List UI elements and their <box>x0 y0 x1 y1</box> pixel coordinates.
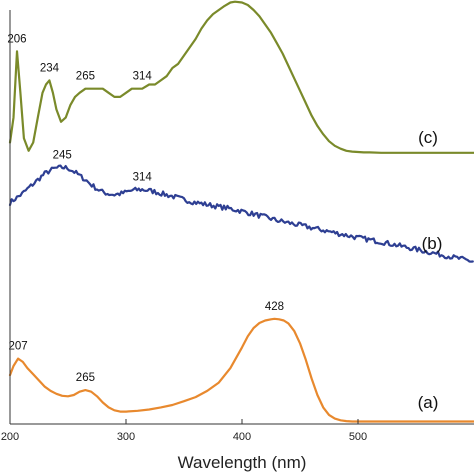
peak-label-206: 206 <box>7 33 26 45</box>
peak-label-245: 245 <box>53 149 72 161</box>
peak-label-428: 428 <box>265 301 284 313</box>
peak-label-234: 234 <box>40 62 60 74</box>
curve-label-c: (c) <box>418 128 438 147</box>
peak-label-265: 265 <box>76 71 95 83</box>
peak-label-207: 207 <box>9 341 28 353</box>
plot-lines <box>8 0 474 423</box>
peak-label-314: 314 <box>133 172 153 184</box>
x-tick-label-400: 400 <box>233 431 251 443</box>
x-tick-label-300: 300 <box>117 431 135 443</box>
peak-label-265: 265 <box>76 372 95 384</box>
series-line-a <box>8 317 474 423</box>
x-tick-label-500: 500 <box>349 431 367 443</box>
series-line-b <box>8 164 474 263</box>
curve-label-a: (a) <box>418 393 439 412</box>
x-ticks: 200 300 400 500 <box>1 419 367 443</box>
x-tick-label-200: 200 <box>1 431 19 443</box>
peak-label-314: 314 <box>133 71 153 83</box>
x-axis-title: Wavelength (nm) <box>178 453 307 472</box>
series-line-c <box>8 0 474 154</box>
x-axis: 200 300 400 500 Wavelength (nm) <box>1 10 474 472</box>
curve-label-b: (b) <box>422 234 443 253</box>
